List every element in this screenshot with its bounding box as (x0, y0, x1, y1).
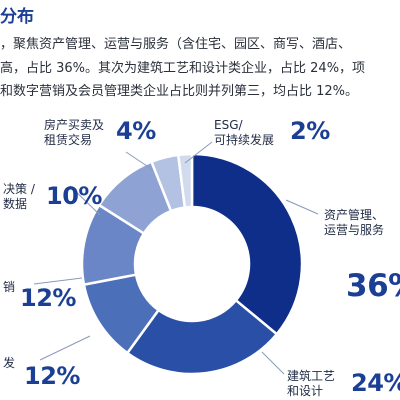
leader-line-marketing (33, 277, 83, 285)
intro-paragraph: ，聚焦资产管理、运营与服务（含住宅、园区、商写、酒店、 高，占比 36%。其次为… (0, 33, 400, 104)
donut-slice-asset-management (190, 152, 304, 336)
leader-line-asset-management (285, 199, 319, 215)
donut-slice-architecture-design (125, 298, 279, 376)
leader-line-esg (184, 141, 213, 164)
slice-label-esg: ESG/ 可持续发展 (214, 118, 275, 147)
slice-percent-architecture-design: 24% (351, 369, 400, 397)
slice-label-real-estate-trading: 房产买卖及 租赁交易 (44, 118, 105, 147)
slice-label-asset-management: 资产管理、 运营与服务 (324, 208, 385, 237)
slice-percent-decision-data: 10% (46, 182, 102, 210)
paragraph-line: ，聚焦资产管理、运营与服务（含住宅、园区、商写、酒店、 (0, 37, 352, 52)
leader-line-real-estate-trading (125, 151, 154, 171)
paragraph-line: 高，占比 36%。其次为建筑工艺和设计类企业，占比 24%，项 (0, 60, 366, 76)
slice-percent-real-estate-trading: 4% (116, 117, 156, 145)
slice-label-development: 发 (3, 356, 16, 370)
section-heading: 分布 (0, 7, 34, 27)
donut-slice-esg (176, 152, 194, 209)
slice-percent-marketing: 12% (20, 284, 76, 312)
leader-line-architecture-design (261, 351, 285, 375)
slice-label-decision-data: 决策 / 数据 (3, 182, 35, 211)
slice-percent-development: 12% (24, 362, 80, 390)
slice-label-marketing: 销 (3, 280, 16, 294)
slice-label-architecture-design: 建筑工艺 和设计 (287, 369, 336, 398)
slice-percent-esg: 2% (290, 117, 330, 145)
leader-line-decision-data (69, 185, 101, 216)
slice-percent-asset-management: 36% (346, 268, 400, 304)
leader-line-development (39, 335, 91, 361)
paragraph-line: 和数字营销及会员管理类企业占比则并列第三，均占比 12%。 (0, 84, 359, 99)
